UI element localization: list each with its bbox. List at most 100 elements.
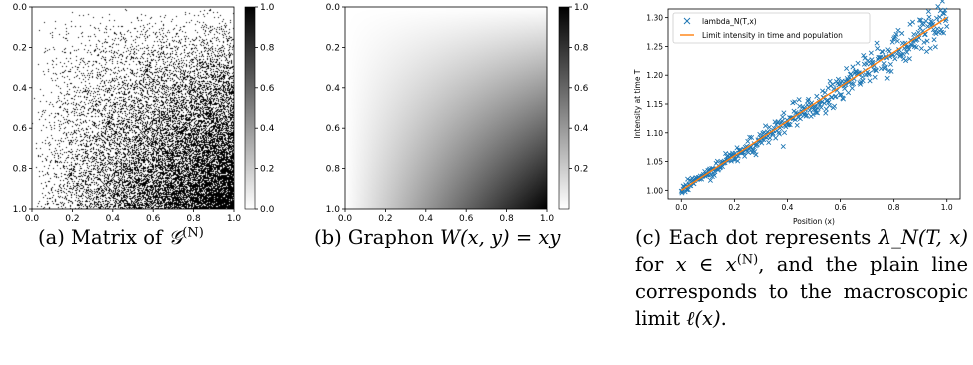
- scatter-point: [881, 60, 887, 67]
- scatter-point: [855, 60, 861, 66]
- scatter-ytick-label: 1.20: [646, 71, 663, 80]
- graphon-cbtick-label: 0.6: [574, 84, 589, 94]
- scatter-point: [892, 56, 898, 62]
- scatter-point: [923, 48, 929, 54]
- limit-line: [680, 17, 948, 191]
- legend-line-label: Limit intensity in time and population: [702, 31, 843, 40]
- scatter-point: [827, 103, 833, 109]
- scatter-point: [846, 90, 852, 96]
- scatter-point: [930, 27, 936, 33]
- scatter-point: [834, 87, 840, 93]
- scatter-point: [866, 70, 872, 77]
- scatter-ytick-label: 1.30: [646, 14, 663, 23]
- scatter-point: [851, 81, 857, 87]
- legend-series-label: lambda_N(T,x): [702, 17, 757, 26]
- scatter-ylabel: Intensity at time T: [633, 69, 642, 138]
- scatter-point: [861, 52, 867, 59]
- scatter-point: [924, 38, 930, 44]
- scatter-point: [893, 31, 899, 37]
- scatter-point: [786, 121, 792, 127]
- graphon-ytick-label: 0.6: [326, 124, 341, 134]
- matrix-ytick-label: 0.2: [13, 43, 27, 53]
- caption-c-mid2: , and the plain line corresponds to the …: [635, 253, 969, 330]
- graphon-xtick-label: 0.8: [499, 214, 514, 224]
- scatter-point: [775, 119, 781, 125]
- graphon-frame: [344, 6, 548, 210]
- scatter-point: [911, 31, 917, 37]
- scatter-point: [714, 158, 720, 164]
- matrix-colorbar-ticks: 1.0 0.8 0.6 0.4 0.2 0.0: [255, 3, 275, 215]
- scatter-point: [780, 143, 786, 150]
- scatter-xtick-label: 1.0: [941, 203, 953, 212]
- scatter-point: [810, 111, 816, 117]
- scatter-point: [916, 17, 923, 23]
- scatter-point: [939, 0, 945, 4]
- caption-c-mid1: for: [635, 253, 664, 276]
- scatter-point: [779, 118, 785, 124]
- scatter-point: [814, 110, 821, 116]
- matrix-ytick-label: 0.6: [13, 124, 28, 134]
- graphon-cbtick-label: 0.4: [574, 124, 589, 134]
- scatter-point: [792, 117, 798, 123]
- scatter-point: [830, 81, 836, 87]
- graphon-ytick-label: 0.4: [326, 84, 341, 94]
- scatter-point: [787, 122, 793, 128]
- scatter-point: [920, 22, 926, 28]
- graphon-ytick-label: 0.0: [326, 3, 341, 13]
- matrix-xtick-label: 0.0: [25, 214, 40, 224]
- scatter-point: [915, 29, 921, 35]
- scatter-point: [918, 17, 924, 23]
- scatter-point: [823, 110, 829, 116]
- scatter-xtick-label: 0.0: [675, 203, 687, 212]
- panel-c: 0.0 0.2 0.4 0.6 0.8 1.0 1.001.051.101.151.201…: [633, 0, 961, 226]
- scatter-point: [759, 140, 765, 146]
- scatter-point: [894, 38, 900, 44]
- matrix-xtick-label: 0.8: [186, 214, 201, 224]
- caption-a-sup: (N): [182, 225, 204, 241]
- scatter-point: [921, 39, 927, 45]
- scatter-point: [932, 44, 938, 50]
- caption-c-formula2: x ∈ x: [675, 253, 737, 276]
- scatter-point: [900, 51, 906, 57]
- graphon-xtick-label: 0.4: [419, 214, 434, 224]
- scatter-point: [913, 44, 919, 50]
- scatter-point: [886, 48, 892, 54]
- caption-c: (c) Each dot represents λ_N(T, x) for x …: [635, 224, 968, 332]
- matrix-y-ticks: 0.0 0.2 0.4 0.6 0.8 1.0: [13, 3, 32, 215]
- caption-c-formula1: λ_N(T, x): [878, 226, 969, 249]
- scatter-ytick-label: 1.10: [646, 129, 663, 138]
- scatter-point: [763, 123, 769, 129]
- graphon-ytick-label: 0.2: [326, 43, 340, 53]
- scatter-point: [735, 158, 741, 164]
- graphon-y-ticks: 0.0 0.2 0.4 0.6 0.8 1.0: [326, 3, 345, 215]
- scatter-point: [880, 49, 886, 55]
- scatter-point: [773, 135, 779, 141]
- scatter-ytick-label: 1.25: [646, 42, 663, 51]
- panel-b: 0.0 0.2 0.4 0.6 0.8 1.0 0.0 0.2 0.4 0.6 0.8 1.0 1.…: [326, 3, 589, 224]
- scatter-point: [820, 88, 826, 94]
- matrix-heatmap: [32, 7, 234, 209]
- scatter-point: [874, 40, 880, 46]
- scatter-point: [766, 124, 772, 130]
- matrix-colorbar: [244, 6, 256, 210]
- scatter-x-ticks: 0.0 0.2 0.4 0.6 0.8 1.0: [675, 199, 953, 212]
- matrix-cbtick-label: 0.4: [260, 124, 275, 134]
- caption-c-label: (c): [635, 226, 662, 249]
- matrix-ytick-label: 0.0: [13, 3, 28, 13]
- scatter-point: [934, 15, 940, 21]
- graphon-cbtick-label: 1.0: [574, 3, 589, 13]
- scatter-point: [814, 93, 820, 99]
- matrix-xtick-label: 1.0: [227, 214, 242, 224]
- caption-b: (b) Graphon W(x, y) = xy: [314, 224, 624, 251]
- scatter-point: [835, 76, 841, 82]
- scatter-point: [747, 134, 753, 140]
- scatter-point: [796, 97, 802, 103]
- graphon-colorbar-ticks: 1.0 0.8 0.6 0.4 0.2: [569, 3, 589, 175]
- scatter-point: [941, 30, 947, 36]
- scatter-point: [837, 92, 843, 98]
- graphon-ytick-label: 1.0: [326, 205, 341, 215]
- caption-a-symbol: 𝒢: [168, 226, 183, 249]
- scatter-legend: lambda_N(T,x) Limit intensity in time an…: [672, 12, 871, 44]
- scatter-point: [931, 37, 937, 43]
